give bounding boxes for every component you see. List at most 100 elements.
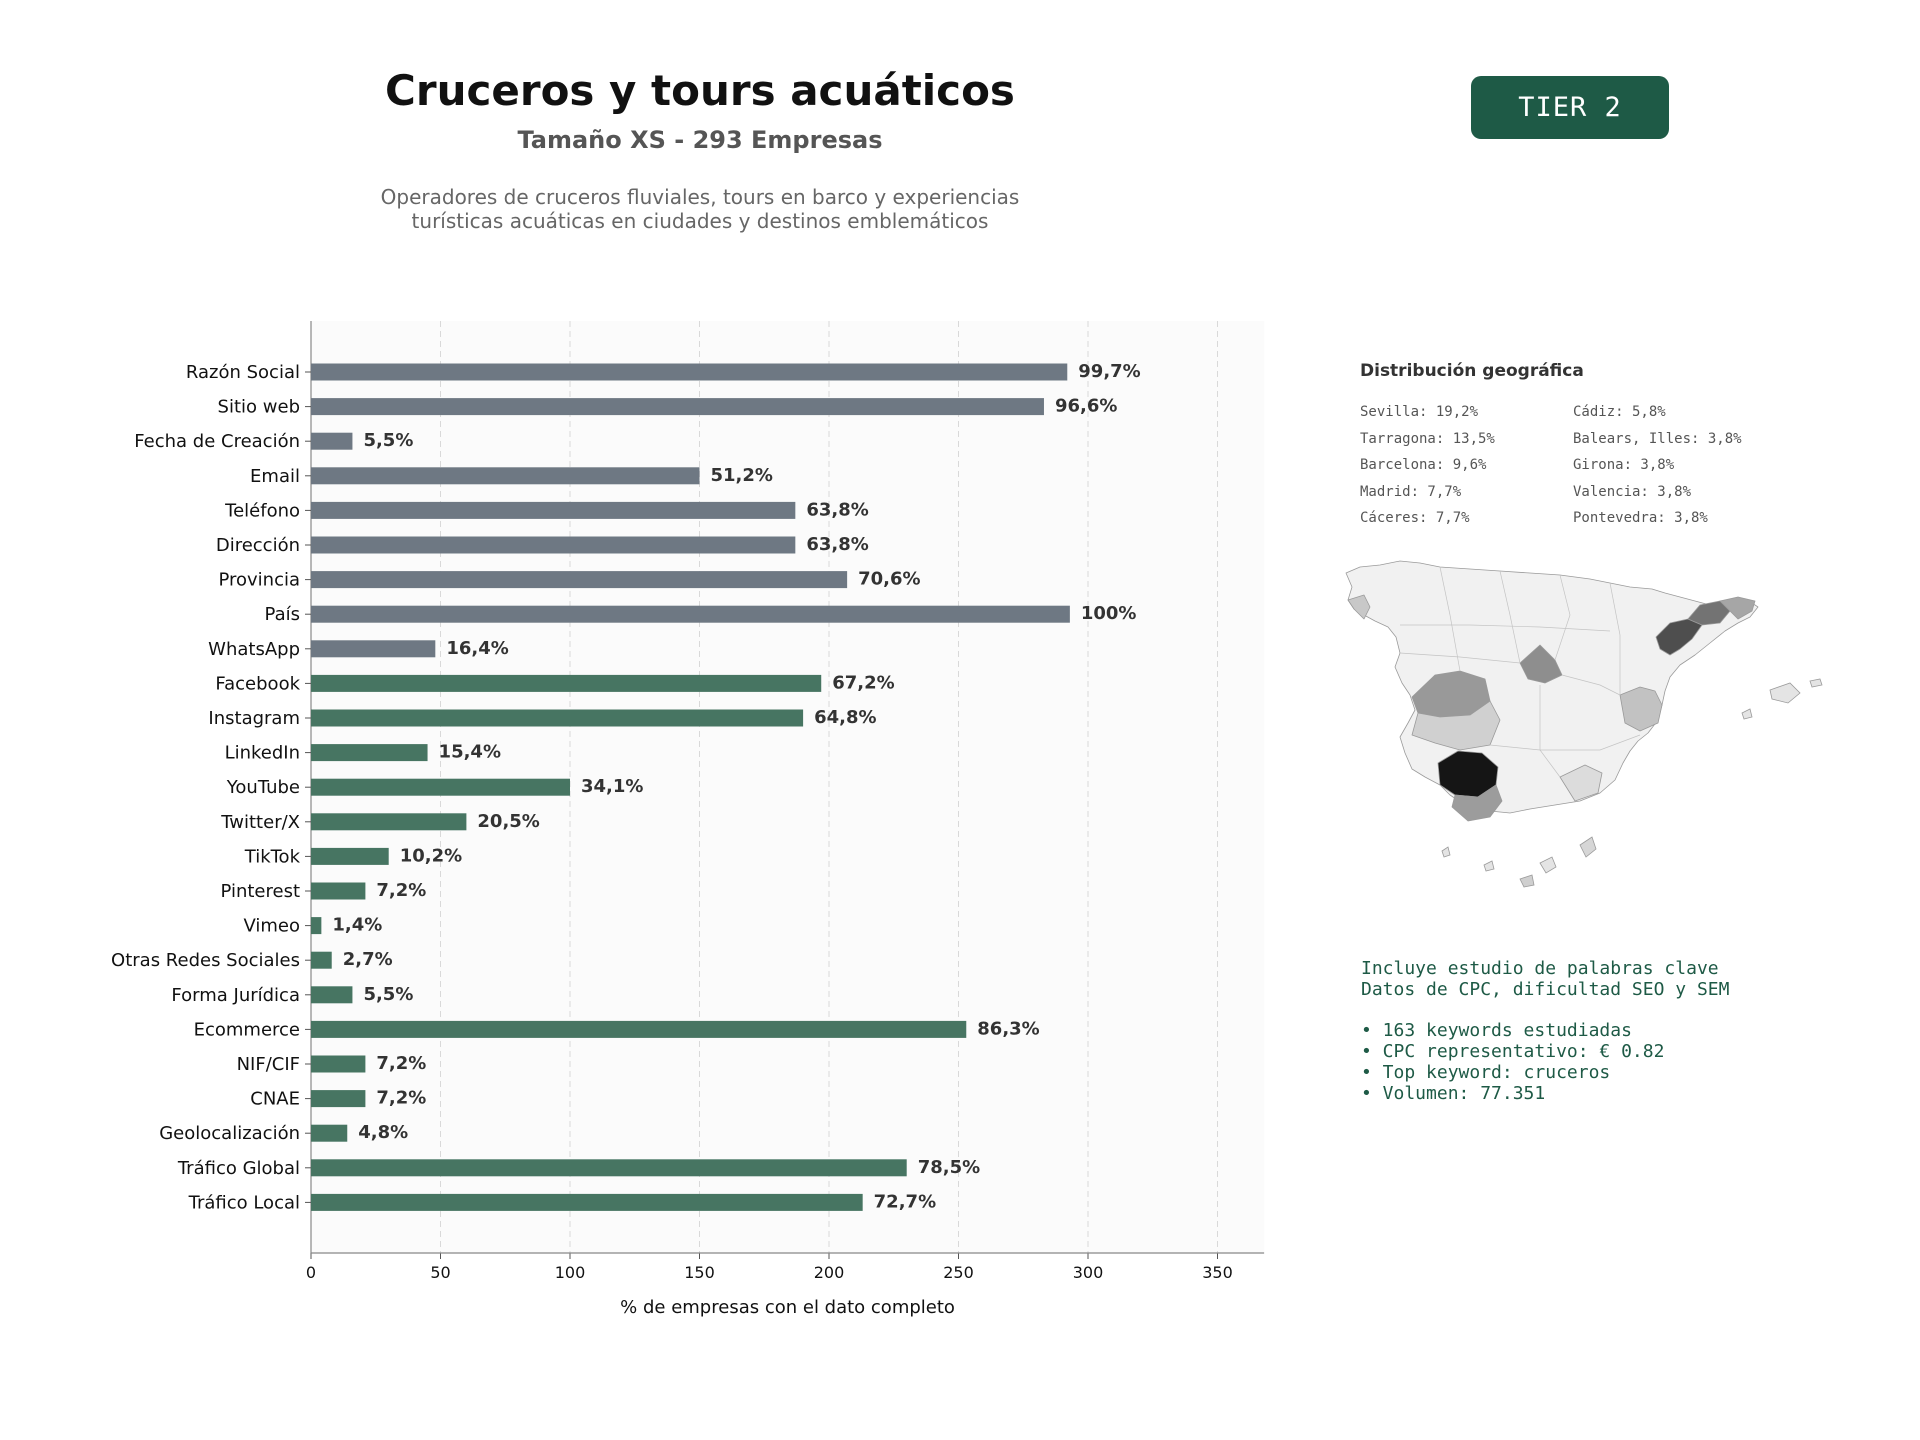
keywords-line-2: Datos de CPC, dificultad SEO y SEM [1361,979,1730,1000]
category-label: NIF/CIF [237,1054,300,1075]
data-label: 5,5% [363,430,413,451]
category-label: Facebook [215,673,300,694]
category-label: Email [250,466,300,487]
keyword-bullet: • Top keyword: cruceros [1361,1062,1611,1083]
category-label: Razón Social [186,362,300,383]
x-tick-label: 350 [1202,1263,1233,1282]
category-label: Forma Jurídica [171,985,300,1006]
data-label: 51,2% [711,465,773,486]
category-label: Tráfico Global [177,1158,300,1179]
category-label: WhatsApp [208,639,300,660]
tier-badge: TIER 2 [1471,76,1669,139]
bar [311,1159,907,1177]
map-canarias [1579,836,1597,858]
map-girona [1719,596,1756,620]
category-label: País [265,604,300,625]
data-label: 67,2% [832,672,894,693]
data-label: 34,1% [581,776,643,797]
geo-item: Barcelona: 9,6% [1360,457,1487,473]
bar [311,501,796,519]
category-label: Pinterest [220,881,300,902]
map-pontevedra [1347,594,1371,620]
geo-item: Sevilla: 19,2% [1360,404,1479,420]
data-label: 7,2% [376,880,426,901]
category-label: Dirección [216,535,300,556]
category-label: Geolocalización [159,1123,300,1144]
data-label: 5,5% [363,984,413,1005]
data-label: 86,3% [977,1018,1039,1039]
x-tick-label: 250 [943,1263,974,1282]
bar [311,571,848,589]
bar [311,467,700,485]
bar [311,1020,967,1038]
bar [311,1055,366,1073]
description-line-1: Operadores de cruceros fluviales, tours … [380,185,1020,209]
geo-item: Madrid: 7,7% [1360,483,1462,500]
data-label: 20,5% [477,811,539,832]
data-label: 99,7% [1078,361,1140,382]
bar [311,605,1070,623]
geo-item: Tarragona: 13,5% [1360,430,1495,447]
x-axis-title: % de empresas con el dato completo [620,1297,955,1318]
x-tick-label: 0 [306,1263,316,1282]
bar [311,813,467,831]
category-label: CNAE [250,1089,300,1110]
bar [311,1193,863,1211]
map-granada [1559,764,1603,802]
geo-item: Valencia: 3,8% [1573,483,1692,500]
data-label: 2,7% [343,949,393,970]
map-valencia [1619,686,1663,732]
x-tick-label: 300 [1073,1263,1104,1282]
page-subtitle: Tamaño XS - 293 Empresas [517,126,883,154]
bar [311,1124,348,1142]
x-tick-label: 100 [555,1263,586,1282]
data-label: 100% [1081,603,1137,624]
description-line-2: turísticas acuáticas en ciudades y desti… [411,209,989,233]
x-tick-label: 200 [814,1263,845,1282]
category-label: Instagram [208,708,300,729]
map-cadiz [1451,784,1503,822]
category-label: TikTok [244,846,301,867]
map-badajoz [1411,700,1501,751]
bar [311,432,353,450]
category-label: LinkedIn [225,743,300,764]
data-label: 1,4% [332,915,382,936]
keyword-bullet: • 163 keywords estudiadas [1361,1020,1632,1041]
spain-map [1345,560,1823,888]
geo-list-left: Sevilla: 19,2% Tarragona: 13,5% Barcelon… [1360,399,1495,532]
data-label: 72,7% [874,1191,936,1212]
data-label: 15,4% [439,742,501,763]
data-label: 7,2% [376,1088,426,1109]
bar-chart: 0 50 100 150 200 250 300 350 Razón Social 99,7% Si… [111,321,1265,1318]
data-label: 63,8% [806,499,868,520]
geo-title: Distribución geográfica [1360,361,1584,381]
x-tick-label: 150 [684,1263,715,1282]
category-label: Sitio web [218,397,300,418]
bar [311,744,428,762]
category-label: YouTube [226,777,300,798]
bar [311,363,1068,381]
data-label: 10,2% [400,845,462,866]
keyword-bullet: • Volumen: 77.351 [1361,1083,1546,1104]
data-label: 96,6% [1055,396,1117,417]
bar [311,986,353,1004]
geo-item: Cádiz: 5,8% [1573,404,1666,420]
bar [311,951,332,969]
x-tick-label: 50 [430,1263,450,1282]
keyword-bullet: • CPC representativo: € 0.82 [1361,1041,1665,1062]
bar [311,1090,366,1108]
map-peninsula [1345,560,1759,814]
bar [311,536,796,554]
category-label: Twitter/X [220,812,300,833]
data-label: 64,8% [814,707,876,728]
bar [311,778,570,796]
bar [311,398,1044,416]
category-label: Provincia [218,570,300,591]
geo-list-right: Cádiz: 5,8% Balears, Illes: 3,8% Girona:… [1573,399,1742,532]
category-label: Fecha de Creación [134,431,300,452]
data-label: 63,8% [806,534,868,555]
map-baleares [1769,682,1801,704]
bar [311,640,436,658]
category-label: Tráfico Local [188,1192,300,1213]
bar [311,709,804,727]
